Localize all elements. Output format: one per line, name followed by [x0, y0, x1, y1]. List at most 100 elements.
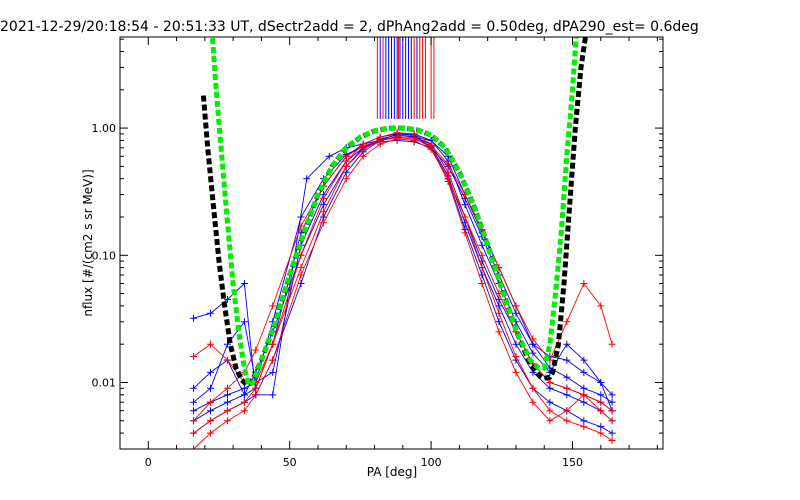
data-point-marker	[563, 391, 571, 399]
x-tick-label: 0	[145, 456, 152, 469]
data-layer	[190, 37, 616, 449]
data-point-marker	[546, 378, 554, 386]
data-point-marker	[269, 302, 277, 310]
axes-layer	[119, 36, 664, 450]
data-point-marker	[427, 141, 435, 149]
data-point-marker	[478, 241, 486, 249]
data-point-marker	[608, 340, 616, 348]
data-point-marker	[478, 280, 486, 288]
y-tick-label: 0.01	[92, 376, 117, 389]
data-point-marker	[342, 152, 350, 160]
chart-title: 2021-12-29/20:18:54 - 20:51:33 UT, dSect…	[0, 19, 699, 35]
data-point-marker	[529, 349, 537, 357]
series-8-red	[190, 135, 616, 449]
data-point-marker	[563, 417, 571, 425]
series-line	[193, 139, 613, 403]
data-point-marker	[597, 378, 605, 386]
data-point-marker	[269, 391, 277, 399]
data-point-marker	[546, 398, 554, 406]
data-point-marker	[297, 271, 305, 279]
y-tick-label: 1.00	[92, 122, 117, 135]
y-axis-label: nflux [#/(cm2 s sr MeV)]	[81, 169, 95, 316]
data-point-marker	[207, 417, 214, 425]
data-point-marker	[580, 384, 588, 392]
data-point-marker	[546, 364, 554, 372]
data-point-marker	[597, 423, 605, 431]
data-point-marker	[608, 398, 616, 406]
data-point-marker	[529, 384, 537, 392]
data-point-marker	[342, 175, 350, 183]
data-point-marker	[512, 353, 520, 361]
data-point-marker	[563, 407, 571, 415]
green-fit-curve	[209, 37, 579, 388]
data-point-marker	[240, 398, 248, 406]
data-point-marker	[495, 309, 503, 317]
data-point-marker	[269, 368, 277, 376]
data-point-marker	[597, 391, 605, 399]
y-tick-label: 0.10	[92, 249, 117, 262]
data-point-marker	[512, 340, 520, 348]
data-point-marker	[563, 356, 571, 364]
data-point-marker	[546, 407, 554, 415]
data-point-marker	[444, 175, 452, 183]
data-point-marker	[320, 194, 328, 202]
black-fit-curve	[200, 37, 588, 388]
data-point-marker	[240, 318, 248, 326]
data-point-marker	[252, 391, 260, 399]
data-point-marker	[207, 340, 214, 348]
series-line	[193, 136, 613, 411]
data-point-marker	[529, 398, 537, 406]
data-point-marker	[297, 280, 305, 288]
data-point-marker	[563, 373, 571, 381]
series-4-blue	[190, 136, 616, 406]
data-point-marker	[608, 429, 616, 437]
data-point-marker	[376, 136, 384, 144]
data-point-marker	[342, 162, 350, 170]
data-point-marker	[563, 340, 571, 348]
data-point-marker	[320, 208, 328, 216]
data-point-marker	[580, 391, 588, 399]
data-point-marker	[207, 309, 214, 317]
data-point-marker	[240, 391, 248, 399]
data-point-marker	[608, 407, 616, 415]
data-point-marker	[190, 445, 198, 449]
data-point-marker	[597, 407, 605, 415]
x-tick-label: 50	[283, 456, 297, 469]
data-point-marker	[223, 417, 231, 425]
data-point-marker	[512, 302, 520, 310]
data-point-marker	[478, 264, 486, 272]
data-point-marker	[444, 160, 452, 168]
data-point-marker	[495, 318, 503, 326]
data-point-marker	[303, 175, 311, 183]
data-point-marker	[580, 423, 588, 431]
data-point-marker	[240, 280, 248, 288]
data-point-marker	[580, 368, 588, 376]
data-point-marker	[207, 398, 214, 406]
data-point-marker	[297, 213, 305, 221]
data-point-marker	[325, 152, 333, 160]
data-point-marker	[597, 398, 605, 406]
data-point-marker	[190, 314, 198, 322]
data-point-marker	[223, 295, 231, 303]
data-point-marker	[359, 142, 367, 150]
data-point-marker	[223, 407, 231, 415]
data-point-marker	[597, 429, 605, 437]
data-point-marker	[207, 407, 214, 415]
data-point-marker	[240, 407, 248, 415]
data-point-marker	[580, 280, 588, 288]
data-point-marker	[207, 429, 214, 437]
data-point-marker	[478, 251, 486, 259]
data-point-marker	[608, 436, 616, 444]
tick-layer: 0 50 100 150 0.01 0.10 1.00	[92, 37, 663, 469]
data-point-marker	[410, 135, 418, 143]
data-point-marker	[563, 318, 571, 326]
data-point-marker	[223, 356, 231, 364]
data-point-marker	[563, 384, 571, 392]
data-point-marker	[223, 384, 231, 392]
data-point-marker	[190, 417, 198, 425]
data-point-marker	[269, 356, 277, 364]
data-point-marker	[597, 302, 605, 310]
data-point-marker	[190, 429, 198, 437]
data-point-marker	[207, 384, 214, 392]
